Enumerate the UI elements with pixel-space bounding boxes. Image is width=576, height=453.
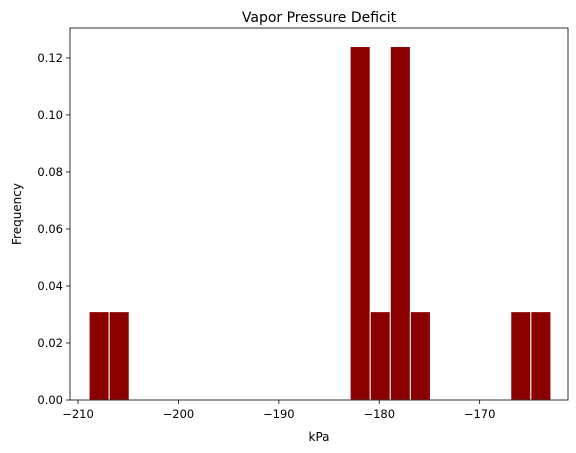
y-tick-label: 0.12 [37, 51, 63, 65]
x-axis-ticks: −210 −200 −190 −180 −170 [62, 400, 495, 421]
x-tick-label: −170 [464, 407, 496, 421]
histogram-bar [530, 311, 552, 401]
y-axis-ticks: 0.00 0.02 0.04 0.06 0.08 0.10 0.12 [37, 51, 70, 407]
histogram-bar [389, 46, 411, 401]
y-tick-label: 0.04 [37, 279, 63, 293]
bars [88, 46, 552, 401]
y-tick-label: 0.08 [37, 165, 63, 179]
y-tick-label: 0.00 [37, 393, 63, 407]
y-axis-label: Frequency [10, 183, 24, 245]
x-tick-label: −180 [363, 407, 395, 421]
plot-frame [69, 27, 569, 401]
histogram-bar [88, 311, 110, 401]
y-tick-label: 0.06 [37, 222, 63, 236]
histogram-bar [409, 311, 431, 401]
histogram-bar [369, 311, 391, 401]
x-tick-label: −190 [263, 407, 295, 421]
chart-title: Vapor Pressure Deficit [242, 10, 397, 26]
y-tick-label: 0.10 [37, 108, 63, 122]
histogram-bar [349, 46, 371, 401]
x-axis-label: kPa [309, 430, 330, 444]
y-tick-label: 0.02 [37, 336, 63, 350]
x-tick-label: −200 [163, 407, 195, 421]
histogram-bar [510, 311, 532, 401]
x-tick-label: −210 [62, 407, 94, 421]
histogram-bar [108, 311, 130, 401]
